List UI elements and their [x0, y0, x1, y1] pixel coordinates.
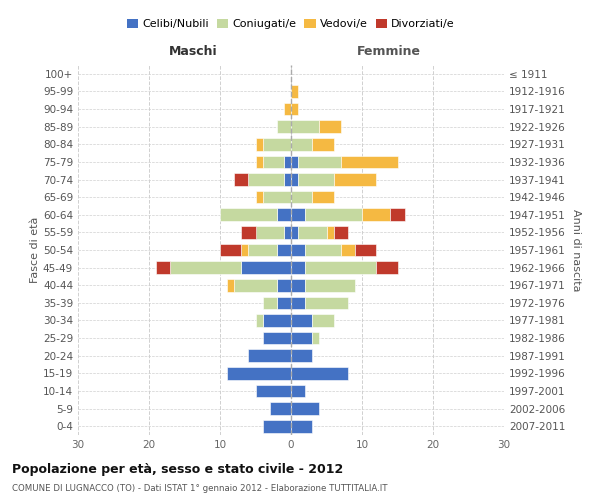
Bar — [291, 314, 313, 327]
Bar — [305, 244, 341, 256]
Bar — [334, 226, 348, 238]
Bar — [234, 173, 248, 186]
Bar — [256, 138, 263, 150]
Bar — [291, 402, 319, 415]
Bar — [291, 208, 305, 221]
Bar — [220, 244, 241, 256]
Bar — [277, 120, 291, 133]
Bar — [248, 350, 291, 362]
Bar — [355, 244, 376, 256]
Bar — [227, 279, 234, 291]
Bar — [305, 279, 355, 291]
Bar — [248, 173, 284, 186]
Bar — [248, 244, 277, 256]
Text: Popolazione per età, sesso e stato civile - 2012: Popolazione per età, sesso e stato civil… — [12, 462, 343, 475]
Bar — [362, 208, 391, 221]
Bar — [305, 296, 348, 309]
Bar — [326, 226, 334, 238]
Bar — [241, 262, 291, 274]
Bar — [284, 156, 291, 168]
Legend: Celibi/Nubili, Coniugati/e, Vedovi/e, Divorziati/e: Celibi/Nubili, Coniugati/e, Vedovi/e, Di… — [127, 19, 455, 29]
Bar — [305, 262, 376, 274]
Bar — [277, 208, 291, 221]
Bar — [270, 402, 291, 415]
Bar — [305, 208, 362, 221]
Text: Femmine: Femmine — [357, 44, 421, 58]
Bar — [334, 173, 376, 186]
Text: Maschi: Maschi — [169, 44, 217, 58]
Bar — [291, 384, 305, 398]
Bar — [256, 314, 263, 327]
Bar — [263, 332, 291, 344]
Bar — [284, 226, 291, 238]
Bar — [220, 208, 277, 221]
Bar — [156, 262, 170, 274]
Bar — [263, 314, 291, 327]
Bar — [291, 367, 348, 380]
Bar — [298, 173, 334, 186]
Bar — [256, 384, 291, 398]
Bar — [313, 314, 334, 327]
Bar — [291, 296, 305, 309]
Bar — [277, 296, 291, 309]
Bar — [291, 262, 305, 274]
Bar — [313, 191, 334, 203]
Bar — [291, 226, 298, 238]
Bar — [341, 244, 355, 256]
Bar — [291, 156, 298, 168]
Bar — [234, 279, 277, 291]
Bar — [341, 156, 398, 168]
Bar — [241, 226, 256, 238]
Bar — [291, 332, 313, 344]
Bar — [263, 191, 291, 203]
Bar — [319, 120, 341, 133]
Bar — [291, 191, 313, 203]
Bar — [291, 350, 313, 362]
Bar — [256, 226, 284, 238]
Bar — [263, 138, 291, 150]
Bar — [284, 102, 291, 116]
Bar — [291, 138, 313, 150]
Bar — [227, 367, 291, 380]
Y-axis label: Anni di nascita: Anni di nascita — [571, 209, 581, 291]
Bar — [277, 244, 291, 256]
Bar — [291, 102, 298, 116]
Bar — [291, 279, 305, 291]
Bar — [277, 279, 291, 291]
Bar — [291, 85, 298, 98]
Bar — [313, 138, 334, 150]
Bar — [376, 262, 398, 274]
Text: COMUNE DI LUGNACCO (TO) - Dati ISTAT 1° gennaio 2012 - Elaborazione TUTTITALIA.I: COMUNE DI LUGNACCO (TO) - Dati ISTAT 1° … — [12, 484, 388, 493]
Bar — [291, 244, 305, 256]
Bar — [284, 173, 291, 186]
Bar — [256, 191, 263, 203]
Bar — [391, 208, 404, 221]
Bar — [313, 332, 319, 344]
Bar — [263, 420, 291, 432]
Bar — [170, 262, 241, 274]
Bar — [263, 156, 284, 168]
Bar — [263, 296, 277, 309]
Bar — [291, 420, 313, 432]
Bar — [291, 173, 298, 186]
Y-axis label: Fasce di età: Fasce di età — [30, 217, 40, 283]
Bar — [298, 226, 326, 238]
Bar — [241, 244, 248, 256]
Bar — [291, 120, 319, 133]
Bar — [298, 156, 341, 168]
Bar — [256, 156, 263, 168]
